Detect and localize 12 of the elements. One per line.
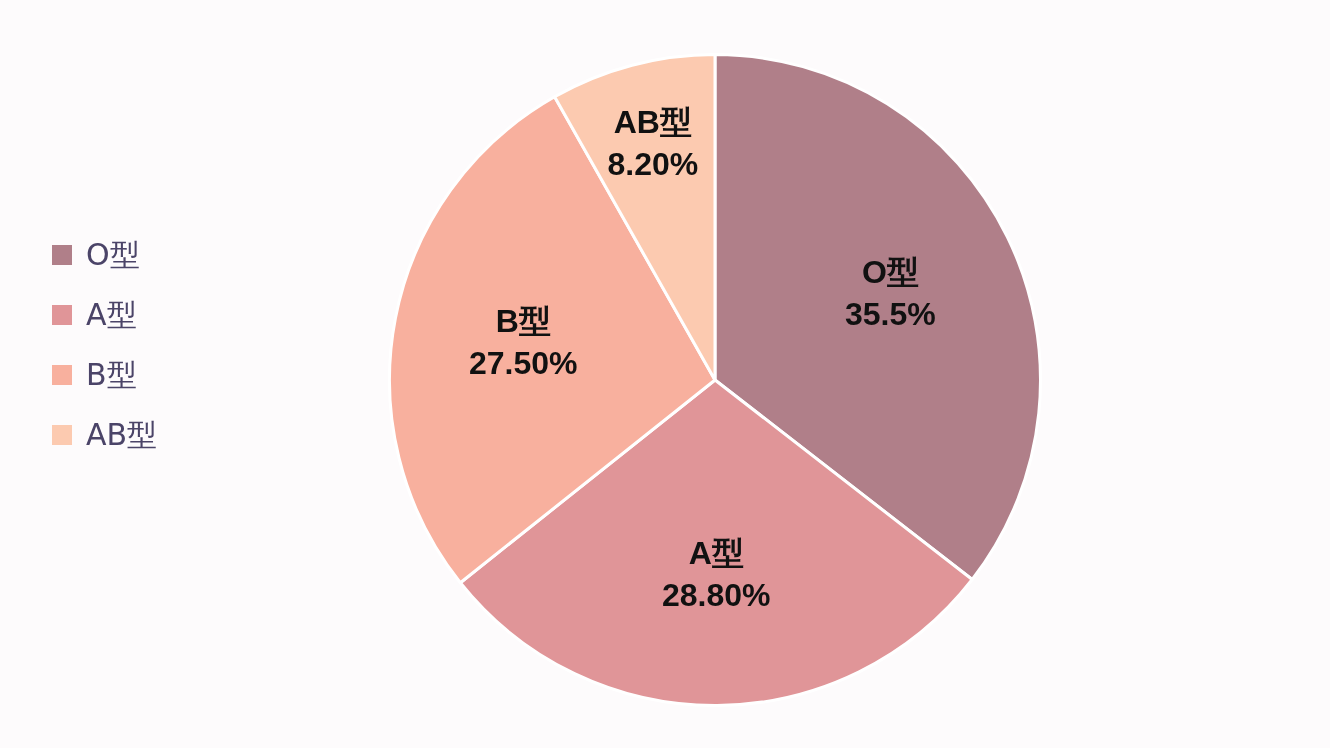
slice-label: O型 — [861, 253, 919, 290]
data-label: 28.80% — [661, 577, 771, 614]
legend-label: AB型 — [86, 417, 158, 452]
legend-label: B型 — [86, 357, 137, 392]
legend-label: O型 — [86, 237, 140, 272]
data-label: 8.20% — [607, 145, 699, 182]
legend-label: A型 — [86, 297, 137, 332]
slice-label: A型 — [688, 535, 744, 572]
data-label: 35.5% — [845, 295, 936, 332]
slice-label: AB型 — [613, 103, 692, 140]
data-label: 27.50% — [469, 344, 578, 381]
slice-label: B型 — [495, 302, 551, 339]
